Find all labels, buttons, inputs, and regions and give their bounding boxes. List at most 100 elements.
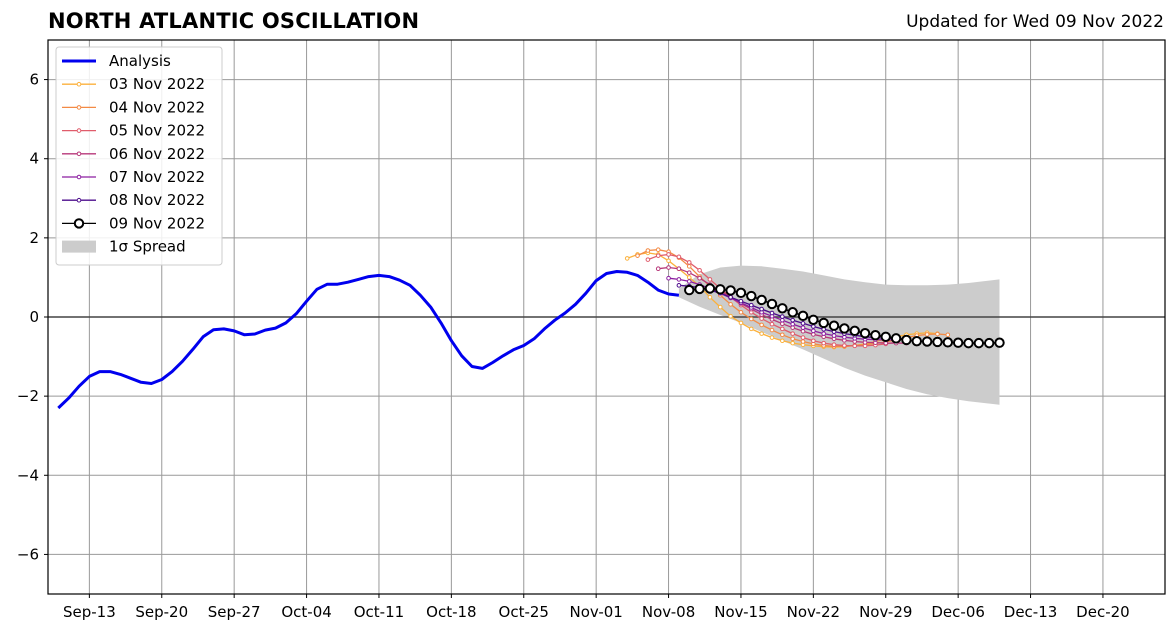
x-tick-label: Sep-27 bbox=[208, 603, 261, 621]
y-tick-label: 2 bbox=[29, 229, 39, 247]
legend-swatch-marker bbox=[76, 81, 82, 87]
series-point-3 bbox=[697, 275, 702, 281]
series-point-2 bbox=[645, 257, 651, 262]
series-point-4 bbox=[811, 328, 816, 334]
series-point-6 bbox=[704, 283, 716, 294]
series-point-5 bbox=[676, 283, 682, 288]
series-point-0 bbox=[624, 256, 630, 261]
series-point-6 bbox=[828, 320, 840, 331]
series-point-2 bbox=[655, 253, 661, 258]
series-point-4 bbox=[780, 317, 785, 323]
x-tick-label: Dec-06 bbox=[931, 603, 985, 621]
legend-label: 09 Nov 2022 bbox=[109, 214, 205, 232]
legend-label: Analysis bbox=[109, 52, 171, 70]
series-point-2 bbox=[780, 326, 785, 332]
series-point-0 bbox=[748, 326, 754, 332]
x-tick-label: Dec-13 bbox=[1004, 603, 1058, 621]
x-tick-label: Nov-22 bbox=[787, 603, 840, 621]
series-point-1 bbox=[635, 253, 640, 258]
series-point-6 bbox=[963, 337, 974, 349]
series-point-6 bbox=[715, 284, 726, 295]
legend: Analysis 03 Nov 2022 04 Nov 2022 05 Nov 202… bbox=[55, 46, 223, 266]
series-point-2 bbox=[821, 340, 826, 346]
series-point-1 bbox=[780, 332, 785, 338]
series-point-4 bbox=[821, 331, 826, 336]
series-point-6 bbox=[725, 285, 736, 296]
series-point-2 bbox=[790, 331, 795, 336]
series-point-6 bbox=[746, 290, 757, 302]
series-point-2 bbox=[800, 335, 806, 340]
series-point-6 bbox=[735, 287, 747, 299]
x-tick-label: Dec-20 bbox=[1076, 603, 1130, 621]
series-point-5 bbox=[738, 298, 744, 304]
analysis-line bbox=[57, 270, 680, 410]
x-tick-label: Nov-08 bbox=[642, 603, 695, 621]
series-point-1 bbox=[769, 327, 775, 333]
series-point-1 bbox=[748, 316, 754, 322]
y-tick-label: −4 bbox=[17, 466, 39, 484]
series-point-2 bbox=[697, 268, 702, 273]
legend-label: 05 Nov 2022 bbox=[109, 122, 205, 140]
series-point-2 bbox=[852, 343, 858, 349]
series-point-0 bbox=[717, 304, 723, 310]
series-point-1 bbox=[935, 331, 940, 337]
updated-label: Updated for Wed 09 Nov 2022 bbox=[906, 12, 1164, 32]
series-point-6 bbox=[766, 298, 778, 310]
series-point-2 bbox=[707, 277, 713, 282]
series-point-0 bbox=[666, 258, 671, 264]
x-tick-label: Oct-18 bbox=[426, 603, 476, 621]
series-point-2 bbox=[842, 343, 847, 348]
legend-swatch-marker bbox=[76, 174, 82, 180]
series-point-3 bbox=[790, 325, 795, 330]
legend-label: 03 Nov 2022 bbox=[109, 75, 205, 93]
series-point-0 bbox=[707, 294, 713, 300]
legend-label: 1σ Spread bbox=[109, 238, 186, 256]
series-point-2 bbox=[676, 254, 682, 260]
series-point-0 bbox=[728, 313, 733, 319]
series-point-6 bbox=[777, 303, 788, 314]
series-lines bbox=[624, 247, 1005, 350]
series-point-2 bbox=[759, 316, 764, 321]
series-point-1 bbox=[645, 248, 651, 253]
series-point-1 bbox=[759, 322, 764, 328]
series-point-2 bbox=[769, 321, 775, 327]
series-point-6 bbox=[973, 337, 985, 349]
analysis-line-path bbox=[57, 270, 680, 410]
series-point-4 bbox=[842, 334, 847, 340]
series-point-4 bbox=[666, 275, 671, 281]
series-point-6 bbox=[694, 283, 705, 295]
legend-label: 08 Nov 2022 bbox=[109, 191, 205, 209]
series-point-3 bbox=[655, 266, 661, 272]
series-point-6 bbox=[808, 314, 819, 325]
series-point-6 bbox=[921, 336, 933, 347]
series-point-0 bbox=[686, 275, 692, 280]
series-point-2 bbox=[831, 342, 837, 348]
x-tick-label: Sep-13 bbox=[63, 603, 116, 621]
series-point-6 bbox=[859, 328, 871, 339]
series-point-3 bbox=[676, 266, 682, 272]
series-point-6 bbox=[911, 335, 922, 347]
series-point-5 bbox=[811, 324, 816, 329]
series-point-6 bbox=[901, 334, 912, 346]
x-tick-label: Oct-11 bbox=[354, 603, 404, 621]
y-tick-label: 0 bbox=[29, 308, 39, 326]
legend-swatch-marker bbox=[76, 151, 82, 157]
legend-swatch-marker bbox=[76, 128, 82, 133]
series-point-5 bbox=[769, 310, 775, 316]
series-point-1 bbox=[945, 332, 951, 338]
series-point-3 bbox=[686, 270, 692, 275]
series-point-1 bbox=[924, 332, 930, 337]
spread-area bbox=[678, 265, 1000, 405]
series-point-6 bbox=[942, 337, 954, 348]
series-point-0 bbox=[790, 340, 795, 346]
series-point-3 bbox=[800, 328, 806, 334]
series-point-5 bbox=[748, 302, 754, 308]
series-point-0 bbox=[769, 335, 775, 340]
series-point-0 bbox=[780, 338, 785, 344]
series-point-6 bbox=[839, 323, 850, 334]
series-point-2 bbox=[686, 260, 692, 265]
series-point-4 bbox=[800, 325, 806, 330]
y-tick-label: 6 bbox=[29, 71, 39, 89]
series-point-2 bbox=[811, 338, 816, 344]
series-point-6 bbox=[787, 307, 798, 318]
